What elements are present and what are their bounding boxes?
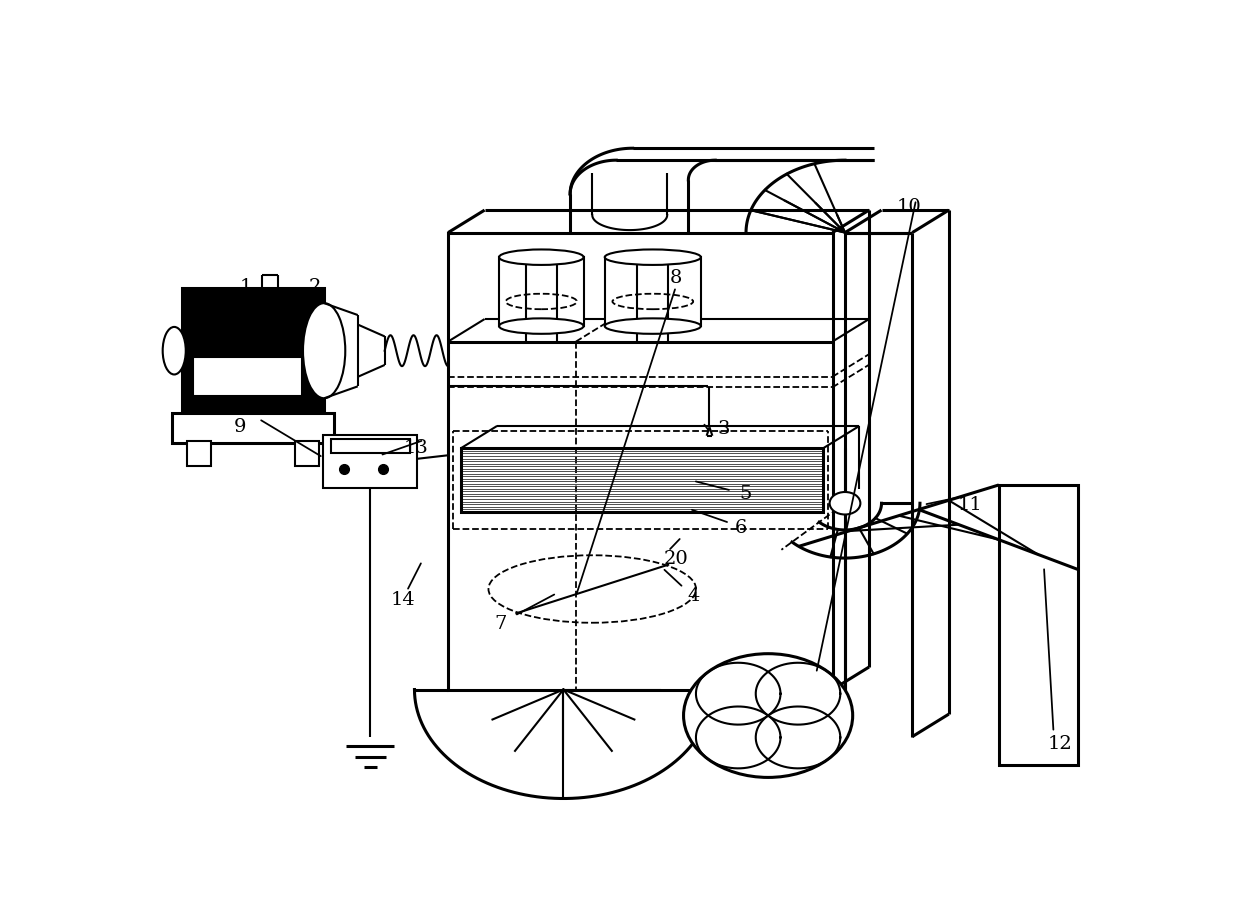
- Ellipse shape: [605, 319, 701, 334]
- Text: 7: 7: [495, 615, 507, 633]
- Text: 3: 3: [718, 420, 730, 438]
- Ellipse shape: [498, 249, 584, 265]
- Bar: [605, 257, 701, 326]
- Circle shape: [830, 492, 861, 515]
- Text: 10: 10: [897, 197, 921, 215]
- Text: 20: 20: [663, 551, 688, 569]
- Bar: [498, 257, 584, 326]
- Bar: [460, 448, 823, 511]
- Text: 12: 12: [1048, 735, 1073, 752]
- Text: 13: 13: [404, 439, 429, 457]
- Bar: [187, 441, 211, 466]
- Text: 9: 9: [233, 418, 246, 436]
- Bar: [172, 414, 334, 443]
- Bar: [324, 436, 418, 488]
- Text: 6: 6: [735, 519, 748, 537]
- Text: 1: 1: [239, 278, 252, 296]
- Text: 11: 11: [957, 496, 982, 514]
- Circle shape: [683, 654, 853, 778]
- Ellipse shape: [162, 327, 186, 374]
- Ellipse shape: [303, 303, 345, 398]
- Text: 14: 14: [391, 592, 415, 609]
- Bar: [331, 438, 409, 453]
- Text: 5: 5: [740, 485, 753, 503]
- Ellipse shape: [605, 249, 701, 265]
- Text: 8: 8: [670, 269, 682, 288]
- Bar: [182, 289, 324, 414]
- Bar: [998, 485, 1078, 765]
- Bar: [193, 357, 303, 395]
- Bar: [295, 441, 320, 466]
- Ellipse shape: [498, 319, 584, 334]
- Bar: [448, 233, 832, 689]
- Text: 2: 2: [309, 278, 321, 296]
- Text: 4: 4: [687, 587, 699, 605]
